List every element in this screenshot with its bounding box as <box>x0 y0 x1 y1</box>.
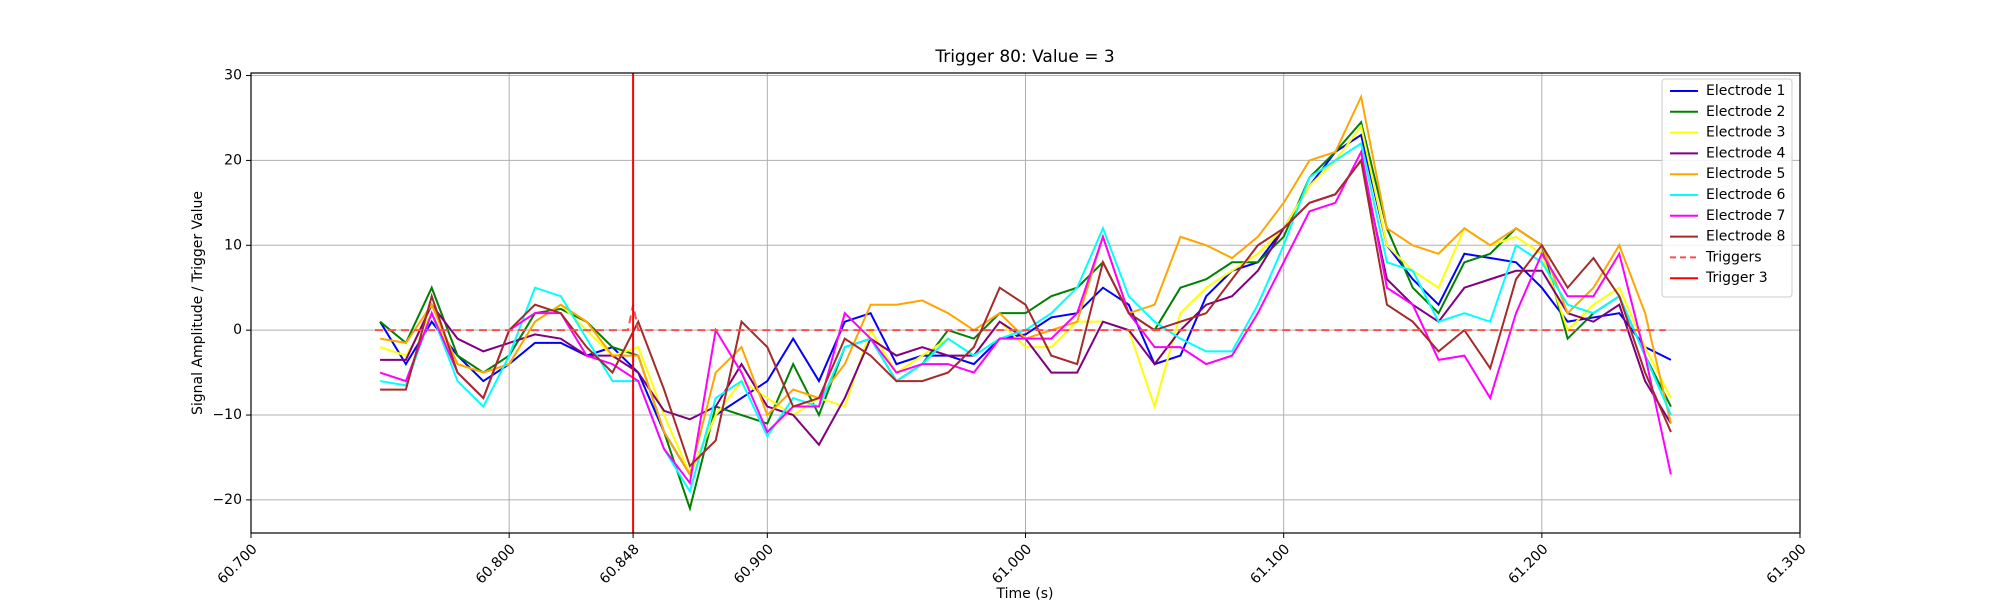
y-tick-label: −20 <box>212 492 242 508</box>
y-tick-label: 0 <box>233 322 242 338</box>
y-tick-label: 20 <box>224 152 242 168</box>
series-line <box>379 120 1672 512</box>
legend-label: Electrode 2 <box>1706 104 1785 120</box>
series-line <box>379 148 1672 486</box>
x-axis-label: Time (s) <box>996 586 1054 600</box>
legend-label: Electrode 8 <box>1706 229 1785 245</box>
legend-label: Electrode 5 <box>1706 166 1785 182</box>
y-tick-label: −10 <box>212 407 242 423</box>
legend-label: Electrode 3 <box>1706 125 1785 141</box>
legend-label: Trigger 3 <box>1705 270 1768 286</box>
plot-frame <box>250 72 1801 534</box>
series-line <box>379 124 1672 477</box>
legend-label: Triggers <box>1705 249 1762 265</box>
legend-label: Electrode 6 <box>1706 187 1785 203</box>
legend-label: Electrode 4 <box>1706 145 1785 161</box>
legend-label: Electrode 7 <box>1706 208 1785 224</box>
legend-label: Electrode 1 <box>1706 83 1785 99</box>
y-axis-label: Signal Amplitude / Trigger Value <box>190 191 206 415</box>
y-tick-label: 30 <box>224 68 242 84</box>
chart-title: Trigger 80: Value = 3 <box>934 47 1114 67</box>
series-line <box>380 158 1672 468</box>
y-tick-label: 10 <box>224 237 242 253</box>
